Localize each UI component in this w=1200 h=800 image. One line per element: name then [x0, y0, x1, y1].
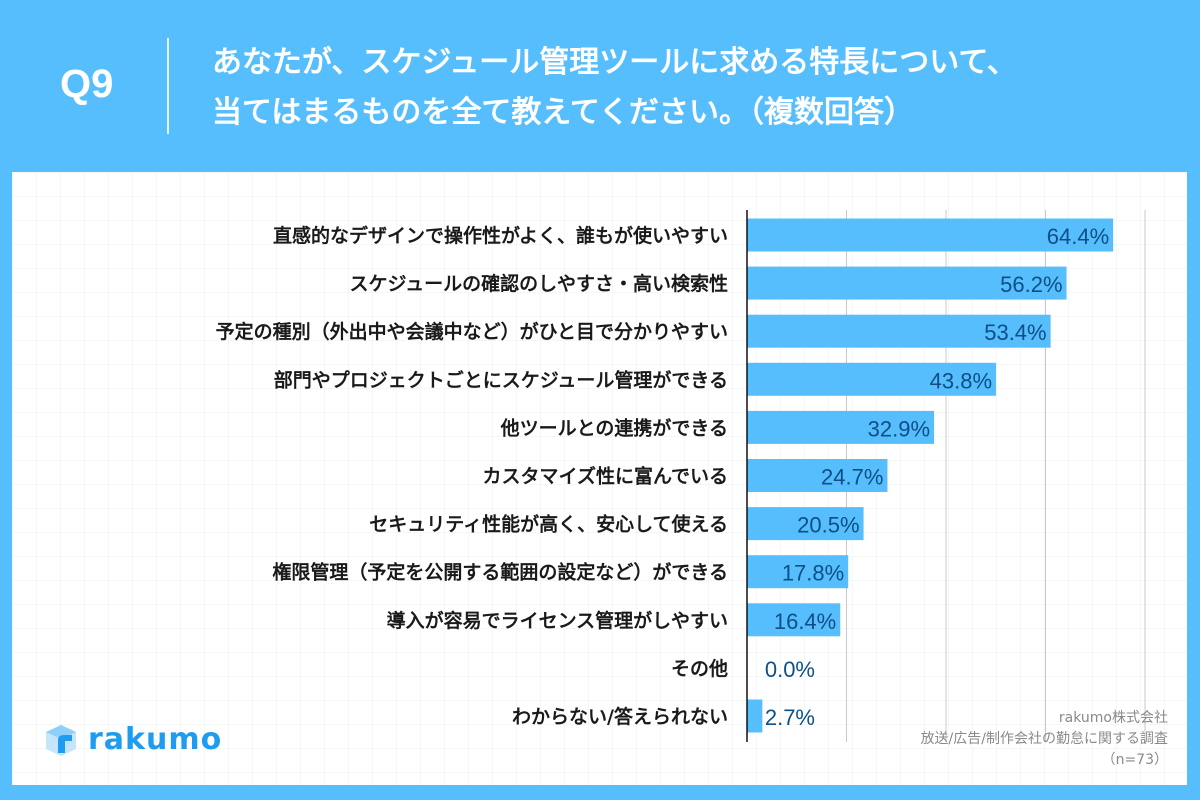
category-label: その他	[671, 657, 728, 680]
value-label: 17.8%	[782, 561, 844, 586]
value-label: 0.0%	[765, 657, 815, 682]
category-label: 他ツールとの連携ができる	[500, 416, 728, 439]
category-label: カスタマイズ性に富んでいる	[483, 465, 728, 488]
value-label: 32.9%	[868, 416, 930, 441]
category-label: 部門やプロジェクトごとにスケジュール管理ができる	[274, 368, 728, 391]
category-label: わからない/答えられない	[512, 705, 728, 728]
source-survey: 放送/広告/制作会社の勤怠に関する調査	[920, 731, 1168, 747]
category-label: 導入が容易でライセンス管理がしやすい	[387, 609, 728, 632]
value-label: 20.5%	[797, 513, 859, 538]
category-label: 直感的なデザインで操作性がよく、誰もが使いやすい	[273, 224, 728, 247]
value-label: 16.4%	[774, 609, 836, 634]
bar	[747, 218, 1114, 252]
bar	[747, 603, 841, 637]
page-title: あなたが、スケジュール管理ツールに求める特長について、 当てはまるものを全て教え…	[212, 45, 1017, 130]
bar	[747, 507, 864, 541]
rakumo-logo: rakumo	[44, 722, 222, 757]
category-label: スケジュールの確認のしやすさ・高い検索性	[350, 272, 728, 295]
value-label: 43.8%	[930, 368, 992, 393]
value-label: 56.2%	[1000, 272, 1062, 297]
logo-text: rakumo	[88, 722, 223, 757]
category-label: 予定の種別（外出中や会議中など）がひと目で分かりやすい	[216, 320, 728, 343]
source-company: rakumo株式会社	[1058, 710, 1168, 726]
header-divider	[167, 38, 169, 134]
sample-size: （n=73）	[1101, 752, 1168, 768]
value-label: 64.4%	[1047, 224, 1109, 249]
value-label: 24.7%	[821, 465, 883, 490]
bar	[747, 362, 997, 396]
bar	[747, 410, 935, 444]
bar	[747, 555, 849, 589]
cube-logo-icon	[46, 724, 76, 756]
chart-panel	[12, 172, 1187, 785]
category-label: セキュリティ性能が高く、安心して使える	[369, 513, 728, 536]
source-note: rakumo株式会社 放送/広告/制作会社の勤怠に関する調査 （n=73）	[921, 708, 1168, 771]
bar	[747, 266, 1067, 300]
bar	[747, 699, 763, 733]
value-label: 53.4%	[984, 320, 1046, 345]
question-number: Q9	[60, 62, 114, 106]
value-label: 2.7%	[765, 705, 815, 730]
bar	[747, 314, 1051, 348]
category-label: 権限管理（予定を公開する範囲の設定など）ができる	[272, 561, 728, 584]
bar	[747, 459, 888, 492]
